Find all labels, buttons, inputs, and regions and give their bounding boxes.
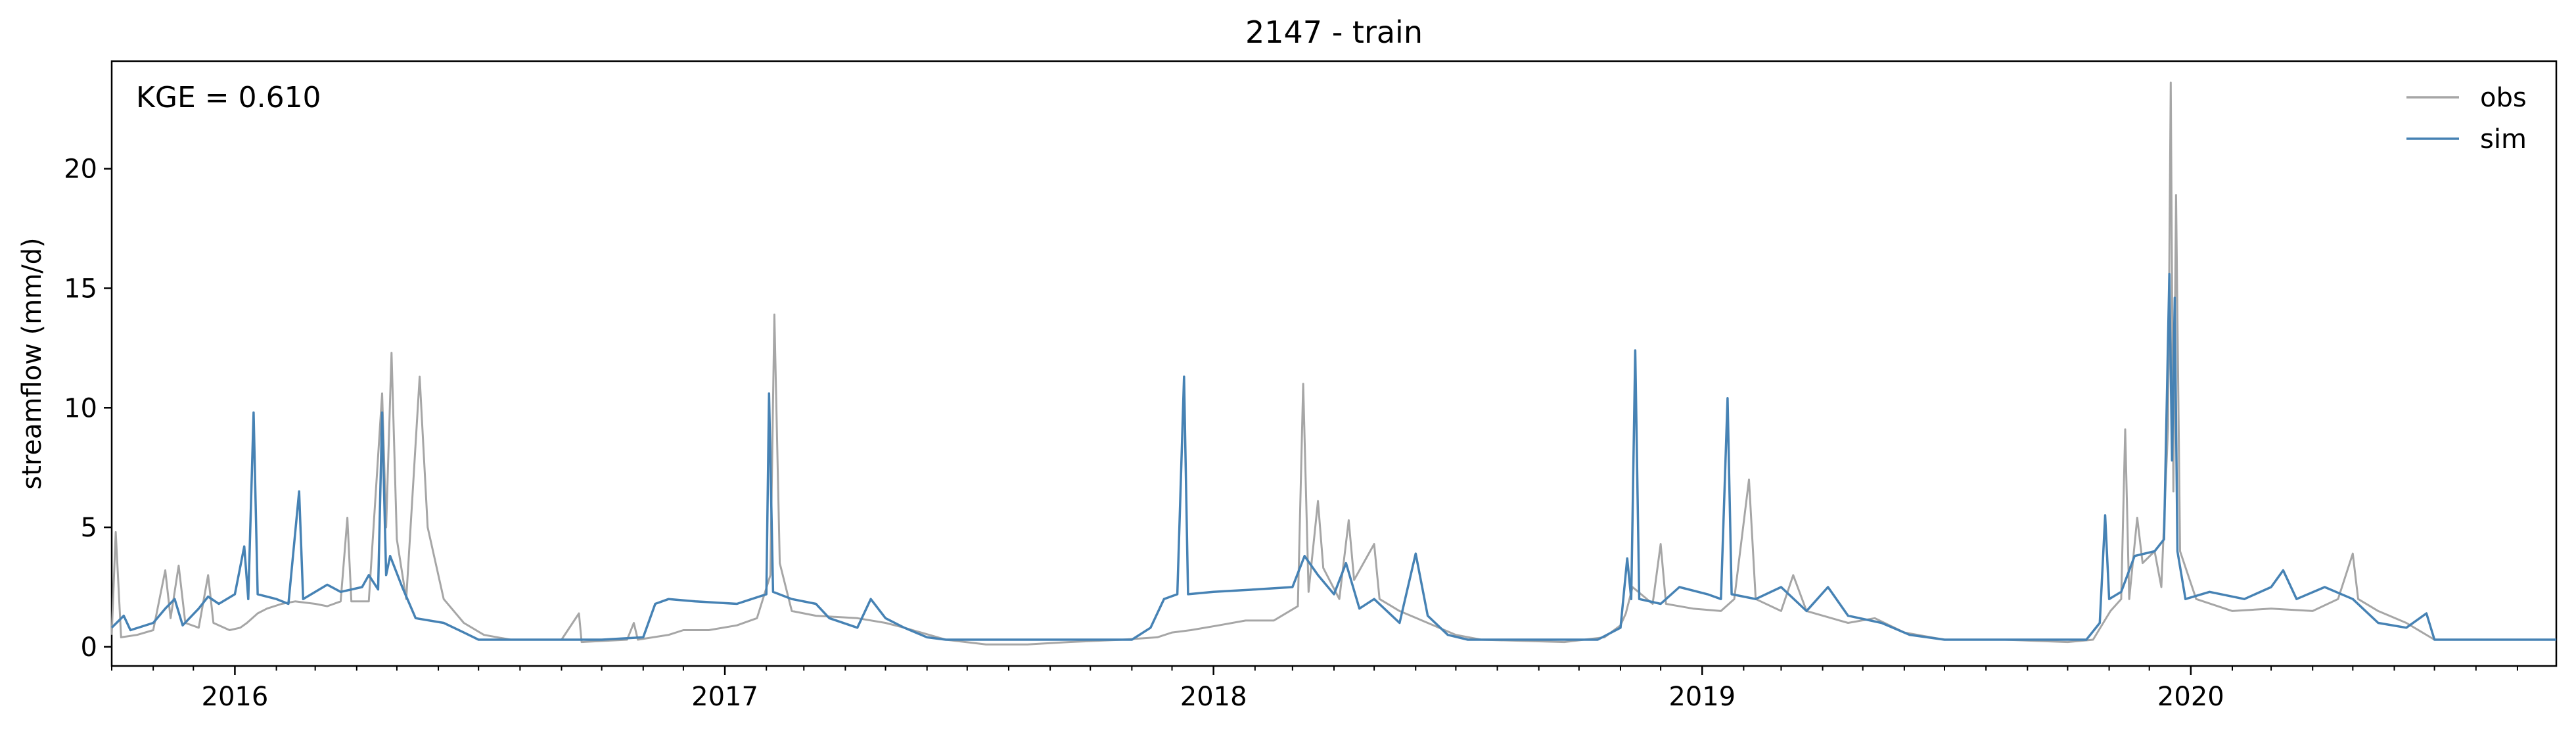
legend: obs sim — [2406, 83, 2527, 154]
y-tick-label: 15 — [64, 273, 97, 304]
x-tick-label: 2018 — [1180, 682, 1247, 712]
legend-label-sim: sim — [2480, 124, 2527, 154]
plot-area — [110, 60, 2558, 667]
y-tick-label: 20 — [64, 154, 97, 185]
chart-title: 2147 - train — [1245, 14, 1423, 50]
y-axis: 0 5 10 15 20 — [64, 154, 112, 663]
x-tick-label: 2019 — [1668, 682, 1736, 712]
kge-annotation: KGE = 0.610 — [136, 81, 321, 114]
legend-label-obs: obs — [2480, 83, 2527, 113]
x-tick-label: 2016 — [202, 682, 269, 712]
x-tick-label: 2017 — [691, 682, 758, 712]
y-tick-label: 10 — [64, 393, 97, 423]
y-tick-label: 0 — [81, 632, 97, 663]
series-line-obs — [110, 82, 2556, 646]
x-axis: 2016 2017 2018 2019 2020 — [111, 666, 2518, 712]
series-layer — [110, 82, 2556, 646]
x-tick-label: 2020 — [2157, 682, 2224, 712]
series-line-sim — [110, 272, 2556, 641]
y-axis-label: streamflow (mm/d) — [17, 237, 47, 489]
y-tick-label: 5 — [81, 513, 97, 543]
